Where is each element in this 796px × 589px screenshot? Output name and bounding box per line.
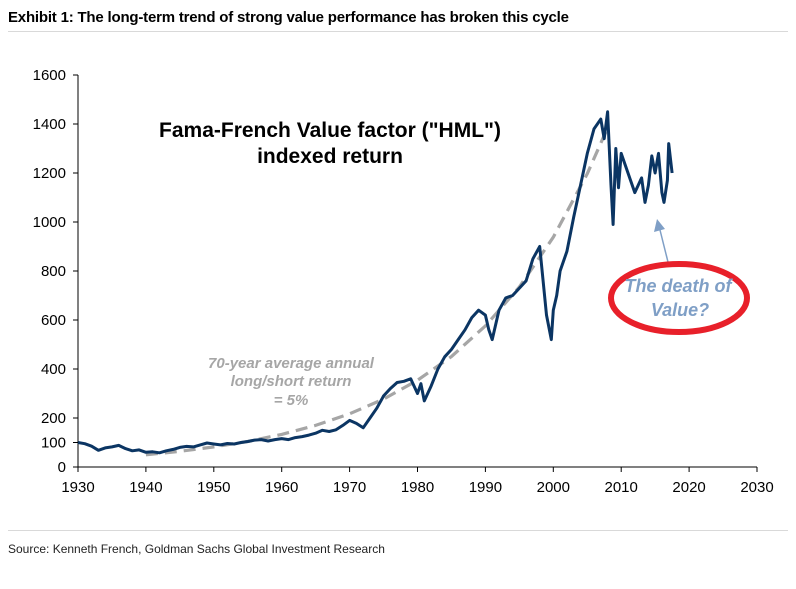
x-tick-label: 2030	[740, 479, 773, 496]
y-tick-label: 0	[58, 459, 66, 476]
death-of-value-circle	[608, 261, 750, 335]
x-axis-ticks: 1930 1940 1950 1960 1970 1980 1990 2000 2010 2020…	[61, 467, 774, 496]
annotation-arrow-shaft	[659, 229, 670, 267]
y-tick-label: 1600	[33, 67, 66, 84]
average-return-note-line-2: long/short return	[231, 373, 352, 390]
x-tick-label: 1980	[401, 479, 434, 496]
y-axis-ticks: 0 100 200 400 600 800 1000 1200 1400 1600	[33, 67, 78, 476]
y-tick-label: 1200	[33, 165, 66, 182]
x-tick-label: 2000	[537, 479, 570, 496]
death-of-value-note-line-2: Value?	[651, 300, 709, 320]
y-tick-label: 1000	[33, 214, 66, 231]
x-tick-label: 1990	[469, 479, 502, 496]
y-tick-label: 100	[41, 435, 66, 452]
y-tick-label: 600	[41, 312, 66, 329]
header-divider	[8, 31, 788, 32]
y-tick-label: 400	[41, 361, 66, 378]
y-tick-label: 800	[41, 263, 66, 280]
y-tick-label: 1400	[33, 116, 66, 133]
x-tick-label: 1960	[265, 479, 298, 496]
chart-title-line-2: indexed return	[257, 145, 403, 168]
y-tick-label: 200	[41, 410, 66, 427]
hml-line-chart: 0 100 200 400 600 800 1000 1200 1400 1600 1930 194…	[33, 67, 774, 496]
annotation-arrow-head	[654, 219, 665, 232]
footer-divider	[8, 530, 788, 531]
x-tick-label: 2020	[672, 479, 705, 496]
chart-title-line-1: Fama-French Value factor ("HML")	[159, 119, 501, 142]
exhibit-title: Exhibit 1: The long-term trend of strong…	[8, 9, 569, 26]
x-tick-label: 1930	[61, 479, 94, 496]
x-tick-label: 1950	[197, 479, 230, 496]
x-tick-label: 1970	[333, 479, 366, 496]
x-tick-label: 2010	[605, 479, 638, 496]
hml-indexed-return-line	[77, 110, 674, 455]
source-note: Source: Kenneth French, Goldman Sachs Gl…	[8, 542, 385, 556]
average-return-note-line-1: 70-year average annual	[208, 355, 375, 372]
average-return-note-line-3: = 5%	[274, 392, 309, 409]
x-tick-label: 1940	[129, 479, 162, 496]
death-of-value-note-line-1: The death of	[625, 276, 734, 296]
